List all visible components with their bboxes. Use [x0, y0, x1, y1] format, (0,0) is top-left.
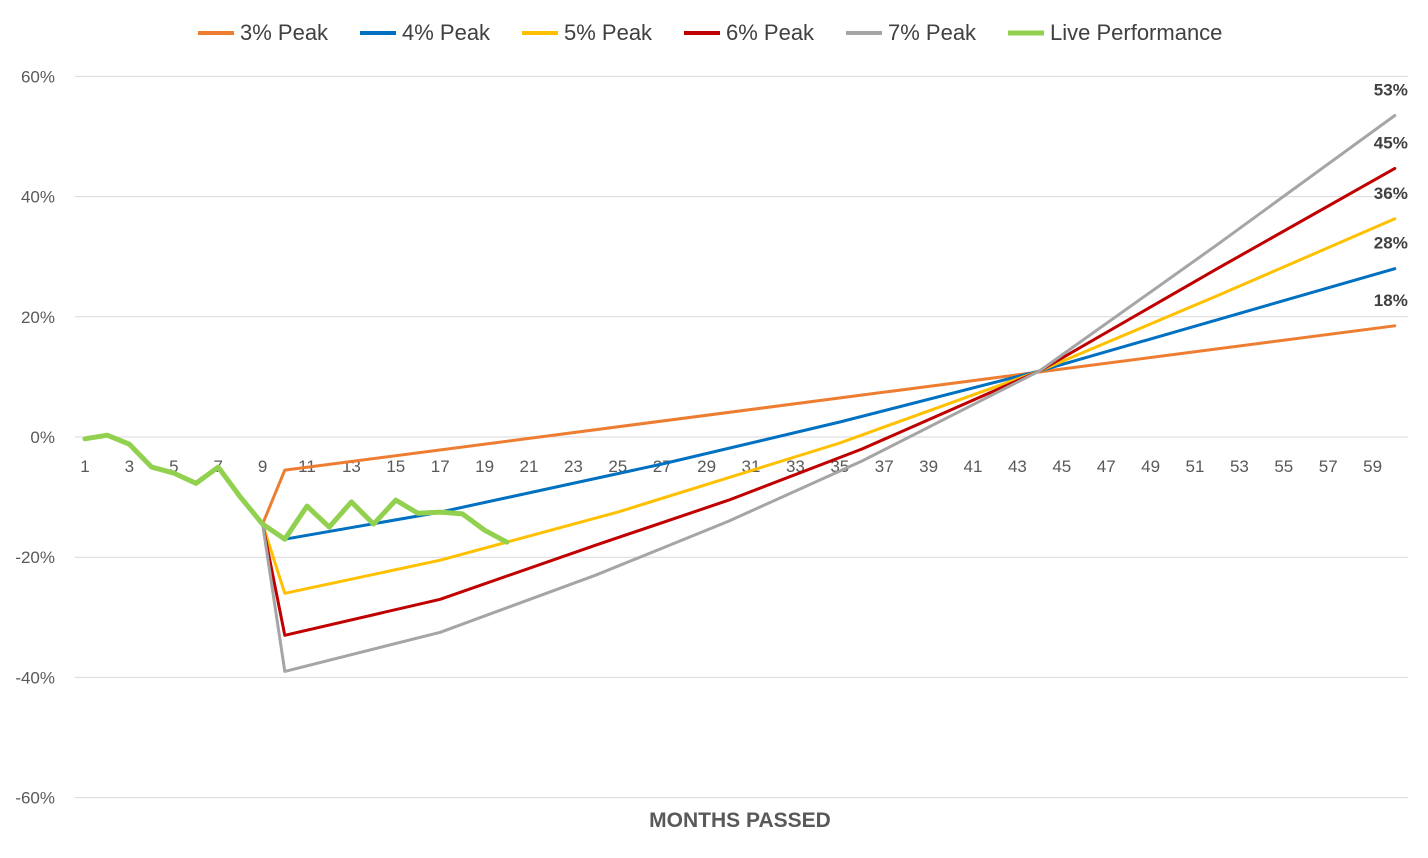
legend: 3% Peak 4% Peak 5% Peak 6% Peak 7% Peak Live …	[198, 20, 1222, 45]
x-tick-label: 43	[1008, 457, 1027, 476]
y-tick-label: 60%	[21, 67, 55, 86]
x-tick-label: 37	[875, 457, 894, 476]
x-tick-label: 1	[80, 457, 89, 476]
y-tick-label: 0%	[30, 428, 55, 447]
x-tick-label: 9	[258, 457, 267, 476]
end-label: 45%	[1374, 133, 1408, 152]
y-tick-label: -60%	[15, 789, 55, 808]
y-tick-label: -20%	[15, 548, 55, 567]
x-tick-label: 45	[1052, 457, 1071, 476]
x-tick-label: 59	[1363, 457, 1382, 476]
x-tick-label: 19	[475, 457, 494, 476]
x-tick-label: 57	[1319, 457, 1338, 476]
x-tick-label: 53	[1230, 457, 1249, 476]
series-line-7-peak	[261, 114, 1397, 673]
x-axis-title: MONTHS PASSED	[649, 809, 831, 832]
end-label: 28%	[1374, 234, 1408, 253]
series-line-4-peak	[261, 267, 1397, 541]
x-tick-label: 51	[1186, 457, 1205, 476]
x-tick-label: 35	[830, 457, 849, 476]
end-labels: 18% 28% 36% 45% 53%	[1374, 80, 1408, 309]
x-tick-label: 5	[169, 457, 178, 476]
legend-label: 6% Peak	[726, 20, 815, 45]
x-tick-label: 15	[386, 457, 405, 476]
x-tick-label: 47	[1097, 457, 1116, 476]
x-tick-label: 21	[520, 457, 539, 476]
legend-label: 3% Peak	[240, 20, 329, 45]
legend-label: 5% Peak	[564, 20, 653, 45]
x-tick-label: 23	[564, 457, 583, 476]
series-lines	[82, 114, 1397, 673]
series-line-6-peak	[261, 166, 1397, 637]
legend-label: 4% Peak	[402, 20, 491, 45]
y-tick-label: 20%	[21, 308, 55, 327]
end-label: 18%	[1374, 291, 1408, 310]
x-tick-label: 29	[697, 457, 716, 476]
y-axis-ticks: 60% 40% 20% 0% -20% -40% -60%	[15, 67, 55, 807]
x-tick-label: 49	[1141, 457, 1160, 476]
x-tick-label: 39	[919, 457, 938, 476]
end-label: 36%	[1374, 184, 1408, 203]
x-tick-label: 17	[431, 457, 450, 476]
x-axis-ticks: 1 3 5 7 9 11 13 15 17 19 21 23 25 27 29 31 33 35 37 39 41 43 4…	[80, 457, 1382, 476]
y-tick-label: 40%	[21, 188, 55, 207]
y-tick-label: -40%	[15, 668, 55, 687]
series-line-5-peak	[261, 217, 1397, 595]
x-tick-label: 41	[964, 457, 983, 476]
legend-label: 7% Peak	[888, 20, 977, 45]
x-tick-label: 3	[125, 457, 134, 476]
series-line-live-performance	[82, 432, 510, 545]
x-tick-label: 55	[1274, 457, 1293, 476]
gridlines	[75, 75, 1408, 799]
legend-label: Live Performance	[1050, 20, 1222, 45]
end-label: 53%	[1374, 80, 1408, 99]
